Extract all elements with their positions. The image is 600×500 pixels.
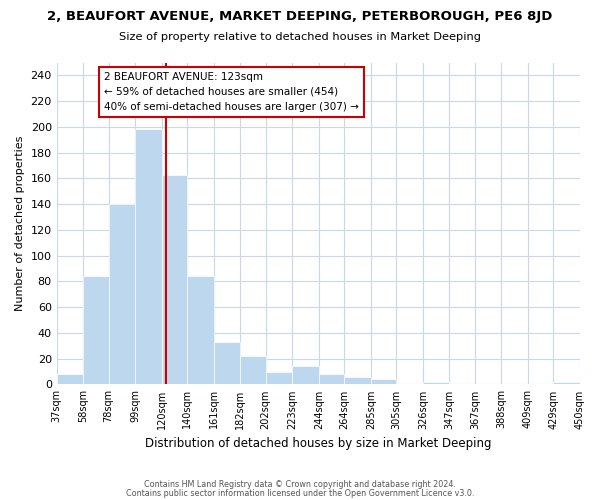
Bar [56, 374, 83, 384]
Text: Contains public sector information licensed under the Open Government Licence v3: Contains public sector information licen… [126, 488, 474, 498]
Bar [344, 376, 371, 384]
Text: Contains HM Land Registry data © Crown copyright and database right 2024.: Contains HM Land Registry data © Crown c… [144, 480, 456, 489]
Bar [553, 382, 580, 384]
Bar [83, 276, 109, 384]
Bar [371, 380, 396, 384]
Bar [109, 204, 135, 384]
Bar [214, 342, 241, 384]
Bar [292, 366, 319, 384]
Bar [162, 174, 187, 384]
X-axis label: Distribution of detached houses by size in Market Deeping: Distribution of detached houses by size … [145, 437, 491, 450]
Bar [423, 382, 449, 384]
Text: 2 BEAUFORT AVENUE: 123sqm
← 59% of detached houses are smaller (454)
40% of semi: 2 BEAUFORT AVENUE: 123sqm ← 59% of detac… [104, 72, 359, 112]
Bar [241, 356, 266, 384]
Bar [187, 276, 214, 384]
Bar [266, 372, 292, 384]
Text: 2, BEAUFORT AVENUE, MARKET DEEPING, PETERBOROUGH, PE6 8JD: 2, BEAUFORT AVENUE, MARKET DEEPING, PETE… [47, 10, 553, 23]
Y-axis label: Number of detached properties: Number of detached properties [15, 136, 25, 311]
Bar [135, 130, 162, 384]
Bar [319, 374, 344, 384]
Text: Size of property relative to detached houses in Market Deeping: Size of property relative to detached ho… [119, 32, 481, 42]
